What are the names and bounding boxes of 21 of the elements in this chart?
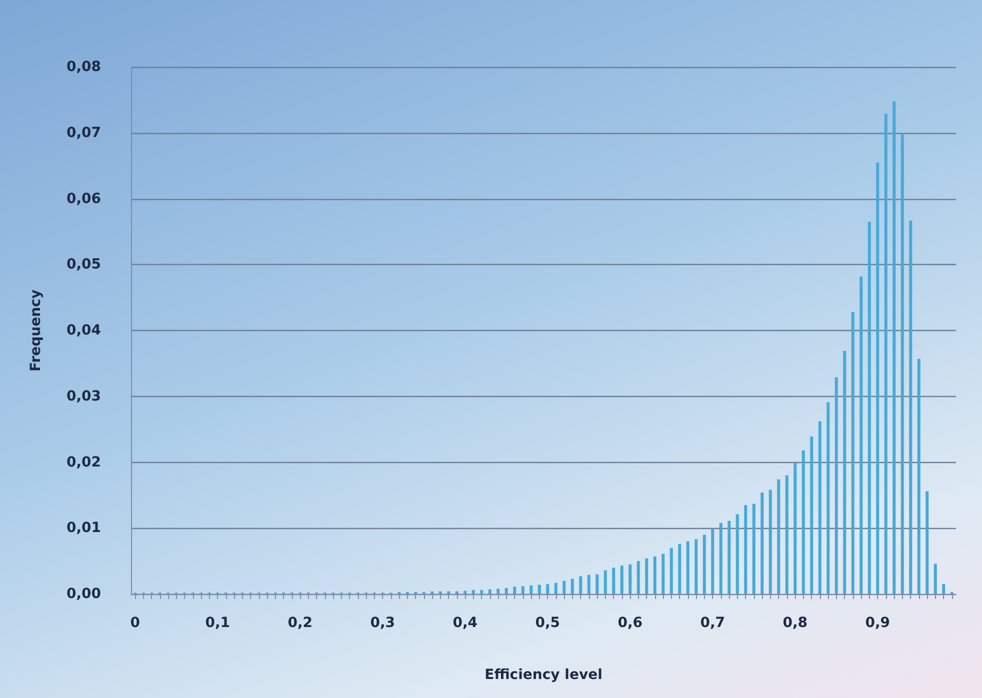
y-tick-label: 0,01 xyxy=(66,520,101,536)
x-tick-label: 0 xyxy=(130,615,140,631)
x-tick-label: 0,2 xyxy=(288,615,313,631)
x-tick-label: 0,3 xyxy=(370,615,396,631)
y-axis-title: Frequency xyxy=(28,290,44,372)
y-tick-label: 0,06 xyxy=(66,190,101,207)
x-tick-label: 0,1 xyxy=(205,615,230,631)
x-tick-label: 0,6 xyxy=(618,615,643,631)
y-tick-label: 0,04 xyxy=(66,322,102,338)
y-tick-label: 0,03 xyxy=(66,388,101,404)
x-tick-label: 0,7 xyxy=(700,615,726,631)
x-tick-label: 0,5 xyxy=(535,615,560,631)
y-tick-label: 0,08 xyxy=(66,59,101,75)
y-tick-label: 0,05 xyxy=(66,256,101,273)
y-tick-label: 0,00 xyxy=(66,586,102,602)
y-tick-label: 0,07 xyxy=(66,124,101,141)
x-tick-label: 0,9 xyxy=(865,615,890,631)
y-tick-label: 0,02 xyxy=(66,454,101,470)
x-tick-label: 0,4 xyxy=(452,615,478,631)
x-tick-label: 0,8 xyxy=(782,615,808,631)
x-axis-title: Efficiency level xyxy=(484,667,602,683)
